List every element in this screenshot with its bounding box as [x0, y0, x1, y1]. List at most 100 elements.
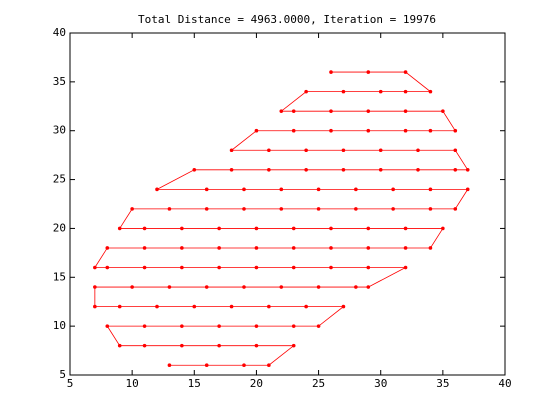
city-point — [366, 265, 371, 270]
city-point — [329, 70, 333, 74]
city-point — [416, 168, 420, 172]
city-point — [391, 207, 395, 211]
city-point — [279, 187, 284, 192]
y-tick-label: 30 — [53, 124, 66, 137]
city-point — [267, 148, 271, 153]
city-point — [142, 246, 147, 250]
city-point — [93, 265, 97, 270]
city-point — [403, 265, 408, 270]
city-point — [304, 148, 308, 153]
city-point — [204, 285, 209, 289]
city-point — [142, 226, 147, 231]
plot-frame — [69, 32, 506, 376]
city-point — [167, 207, 172, 211]
city-point — [291, 265, 296, 270]
city-point — [341, 89, 346, 94]
city-point — [366, 226, 371, 231]
city-point — [267, 168, 271, 172]
city-point — [155, 187, 159, 192]
city-point — [142, 265, 147, 270]
city-point — [180, 246, 184, 250]
city-point — [366, 70, 371, 74]
city-point — [180, 265, 184, 270]
city-point — [229, 168, 234, 172]
city-point — [254, 343, 259, 348]
city-point — [316, 207, 321, 211]
tour-line — [94, 71, 469, 366]
city-point — [329, 109, 333, 113]
city-point — [329, 246, 333, 250]
chart-title: Total Distance = 4963.0000, Iteration = … — [138, 13, 436, 26]
city-point — [465, 168, 470, 172]
city-point — [428, 207, 433, 211]
city-point — [304, 89, 308, 94]
city-point — [242, 187, 246, 192]
city-point — [254, 324, 259, 328]
y-tick-label: 40 — [53, 26, 66, 39]
city-point — [329, 226, 333, 231]
city-point — [341, 304, 346, 309]
city-point — [254, 265, 259, 270]
city-point — [341, 148, 346, 153]
city-point — [354, 285, 358, 289]
city-point — [117, 304, 122, 309]
city-point — [217, 226, 221, 231]
city-point — [366, 128, 371, 133]
city-point — [291, 128, 296, 133]
city-point — [242, 285, 246, 289]
city-point — [105, 265, 110, 270]
city-point — [366, 109, 371, 113]
city-point — [155, 304, 159, 309]
y-tick-label: 15 — [53, 270, 66, 283]
city-point — [130, 285, 134, 289]
city-point — [142, 324, 147, 328]
city-point — [279, 207, 284, 211]
city-point — [291, 226, 296, 231]
city-point — [217, 246, 221, 250]
city-point — [204, 187, 209, 192]
city-point — [316, 285, 321, 289]
y-tick-label: 20 — [53, 221, 66, 234]
city-point — [204, 207, 209, 211]
city-point — [441, 226, 445, 231]
x-tick-label: 25 — [312, 377, 325, 390]
city-point — [341, 168, 346, 172]
city-point — [304, 304, 308, 309]
city-point — [416, 148, 420, 153]
city-point — [204, 363, 209, 368]
x-tick-label: 35 — [436, 377, 449, 390]
city-point — [378, 148, 383, 153]
city-point — [167, 363, 172, 368]
city-point — [453, 207, 458, 211]
city-point — [254, 246, 259, 250]
city-point — [93, 304, 97, 309]
city-point — [105, 246, 110, 250]
city-point — [105, 324, 110, 328]
x-tick-label: 10 — [126, 377, 139, 390]
city-point — [254, 128, 259, 133]
city-point — [403, 246, 408, 250]
city-point — [291, 246, 296, 250]
x-tick-label: 30 — [374, 377, 387, 390]
x-tick-label: 20 — [250, 377, 263, 390]
city-point — [428, 128, 433, 133]
city-point — [192, 168, 197, 172]
city-point — [117, 226, 122, 231]
city-point — [428, 187, 433, 192]
city-point — [229, 304, 234, 309]
y-tick-label: 10 — [53, 319, 66, 332]
city-point — [403, 109, 408, 113]
city-point — [403, 70, 408, 74]
city-point — [130, 207, 134, 211]
city-point — [403, 128, 408, 133]
city-point — [142, 343, 147, 348]
city-point — [378, 168, 383, 172]
city-point — [329, 265, 333, 270]
city-point — [428, 246, 433, 250]
city-point — [403, 89, 408, 94]
city-point — [217, 324, 221, 328]
city-point — [242, 363, 246, 368]
x-tick-label: 40 — [498, 377, 511, 390]
city-point — [366, 246, 371, 250]
